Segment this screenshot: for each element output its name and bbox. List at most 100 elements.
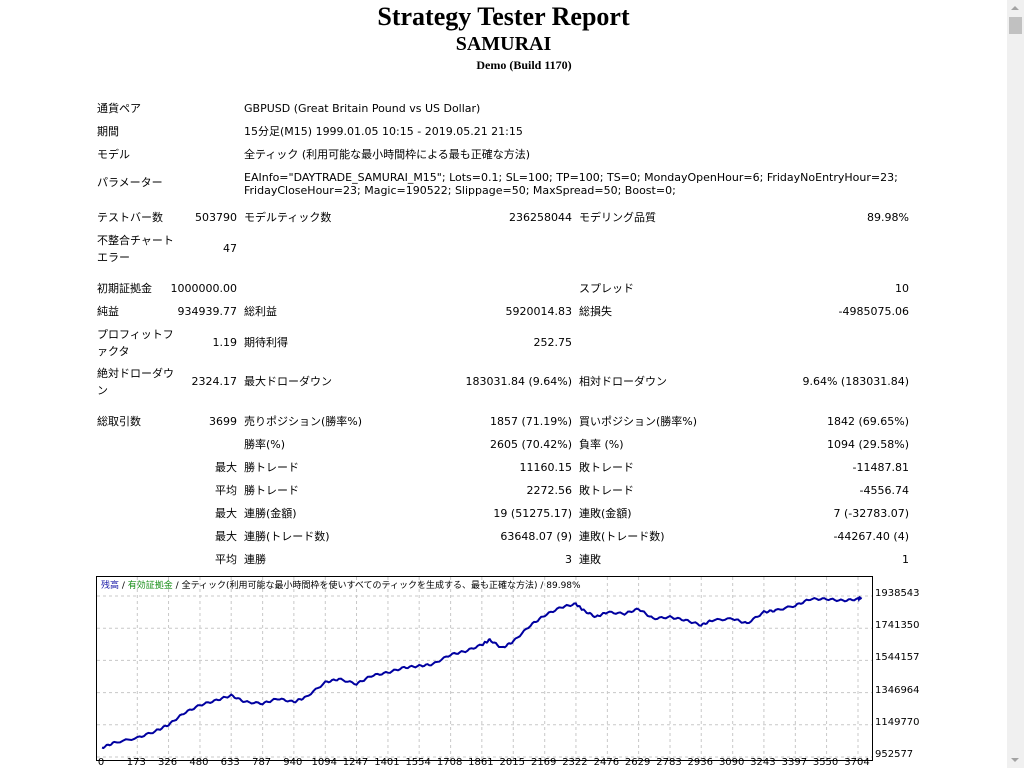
profit-factor-value: 1.19	[212, 336, 238, 349]
long-positions-value: 1842 (69.65%)	[826, 415, 909, 428]
max-drawdown-label: 最大ドローダウン	[244, 375, 332, 388]
avg-consec-wins-label: 連勝	[244, 553, 266, 566]
abs-drawdown-label: 絶対ドローダウン	[97, 367, 174, 397]
win-rate-label: 勝率(%)	[244, 438, 286, 451]
avg-consec-losses-value: 1	[902, 553, 909, 566]
mismatch-label: 不整合チャートエラー	[97, 234, 174, 264]
model-value: 全ティック (利用可能な最小時間枠による最も正確な方法)	[244, 148, 531, 161]
balance-chart-plot	[97, 577, 872, 760]
x-tick-label: 3550	[812, 757, 839, 768]
y-tick-label: 1938543	[875, 588, 920, 599]
average-prefix: 平均	[215, 484, 237, 497]
x-tick-label: 2169	[530, 757, 557, 768]
x-tick-label: 3090	[718, 757, 745, 768]
x-tick-label: 2629	[624, 757, 651, 768]
x-tick-label: 1554	[405, 757, 431, 768]
x-tick-label: 2936	[687, 757, 713, 768]
deposit-value: 1000000.00	[170, 282, 237, 295]
long-positions-label: 買いポジション(勝率%)	[579, 415, 698, 428]
x-tick-label: 1401	[374, 757, 400, 768]
total-trades-label: 総取引数	[97, 415, 141, 428]
quality-label: モデリング品質	[579, 211, 656, 224]
abs-drawdown-value: 2324.17	[191, 375, 238, 388]
gross-profit-value: 5920014.83	[505, 305, 572, 318]
vertical-scrollbar[interactable]	[1007, 0, 1024, 768]
short-positions-label: 売りポジション(勝率%)	[244, 415, 363, 428]
gross-loss-label: 総損失	[579, 305, 612, 318]
ea-name: SAMURAI	[455, 33, 552, 55]
x-tick-label: 787	[252, 757, 272, 768]
gross-loss-value: -4985075.06	[838, 305, 909, 318]
rel-drawdown-label: 相対ドローダウン	[579, 375, 667, 388]
x-tick-label: 173	[126, 757, 146, 768]
avg-consec-wins-value: 3	[565, 553, 572, 566]
largest-win-value: 11160.15	[519, 461, 573, 474]
params-line-2: FridayCloseHour=23; Magic=190522; Slippa…	[244, 184, 676, 197]
spread-label: スプレッド	[579, 282, 634, 295]
avg-win-value: 2272.56	[526, 484, 573, 497]
legend-separator: /	[172, 581, 182, 591]
max-consec-profit-label: 連勝(トレード数)	[244, 530, 330, 543]
period-value: 15分足(M15) 1999.01.05 10:15 - 2019.05.21 …	[244, 125, 523, 138]
avg-win-label: 勝トレード	[244, 484, 299, 497]
x-tick-label: 2476	[593, 757, 620, 768]
symbol-label: 通貨ペア	[97, 102, 141, 115]
loss-rate-value: 1094 (29.58%)	[826, 438, 909, 451]
expected-payoff-label: 期待利得	[244, 336, 288, 349]
max-consec-losses-label: 連敗(金額)	[579, 507, 632, 520]
profit-factor-label: プロフィットファクタ	[97, 328, 174, 358]
x-tick-label: 1708	[436, 757, 463, 768]
max-drawdown-value: 183031.84 (9.64%)	[465, 375, 572, 388]
scroll-up-arrow-icon[interactable]	[1011, 6, 1019, 10]
legend-balance: 残高	[101, 581, 120, 591]
quality-value: 89.98%	[867, 211, 909, 224]
max-consec-wins-label: 連勝(金額)	[244, 507, 297, 520]
x-tick-label: 480	[189, 757, 209, 768]
report-title: Strategy Tester Report	[377, 2, 630, 31]
legend-equity: 有効証拠金	[127, 581, 173, 591]
x-tick-label: 0	[97, 757, 105, 768]
scroll-thumb[interactable]	[1009, 17, 1022, 34]
x-tick-label: 1247	[342, 757, 369, 768]
largest-prefix: 最大	[215, 461, 237, 474]
x-tick-label: 326	[157, 757, 178, 768]
avg-consec-prefix: 平均	[215, 553, 237, 566]
y-tick-label: 1544157	[875, 652, 920, 664]
x-tick-label: 2322	[562, 757, 588, 768]
max-consec-loss-value: -44267.40 (4)	[833, 530, 909, 543]
deposit-label: 初期証拠金	[97, 282, 152, 295]
y-tick-label: 1149770	[875, 716, 920, 728]
net-profit-label: 純益	[97, 305, 119, 318]
max-consec-loss-label: 連敗(トレード数)	[579, 530, 665, 543]
x-tick-label: 940	[283, 757, 303, 768]
short-positions-value: 1857 (71.19%)	[489, 415, 572, 428]
bars-value: 503790	[195, 211, 237, 224]
bars-label: テストバー数	[97, 211, 163, 224]
total-trades-value: 3699	[209, 415, 237, 428]
ticks-label: モデルティック数	[244, 211, 332, 224]
params-label: パラメーター	[97, 176, 163, 189]
x-tick-label: 633	[220, 757, 240, 768]
y-tick-label: 952577	[875, 749, 914, 760]
balance-line	[101, 595, 863, 750]
rel-drawdown-value: 9.64% (183031.84)	[802, 375, 909, 388]
avg-loss-label: 敗トレード	[579, 484, 634, 497]
mismatch-value: 47	[223, 242, 237, 255]
account-build: Demo (Build 1170)	[476, 58, 572, 72]
x-tick-label: 1861	[468, 757, 494, 768]
x-tick-label: 2015	[499, 757, 525, 768]
expected-payoff-value: 252.75	[533, 336, 573, 349]
net-profit-value: 934939.77	[177, 305, 238, 318]
params-line-1: EAInfo="DAYTRADE_SAMURAI_M15"; Lots=0.1;…	[244, 171, 898, 184]
y-tick-label: 1741350	[875, 620, 920, 632]
gross-profit-label: 総利益	[244, 305, 277, 318]
x-tick-label: 2783	[656, 757, 682, 768]
ticks-value: 236258044	[509, 211, 572, 224]
x-tick-label: 3243	[750, 757, 776, 768]
scroll-down-arrow-icon[interactable]	[1011, 758, 1019, 762]
avg-consec-losses-label: 連敗	[579, 553, 601, 566]
win-rate-value: 2605 (70.42%)	[489, 438, 572, 451]
x-tick-label: 3397	[781, 757, 808, 768]
x-tick-label: 3704	[844, 757, 870, 768]
